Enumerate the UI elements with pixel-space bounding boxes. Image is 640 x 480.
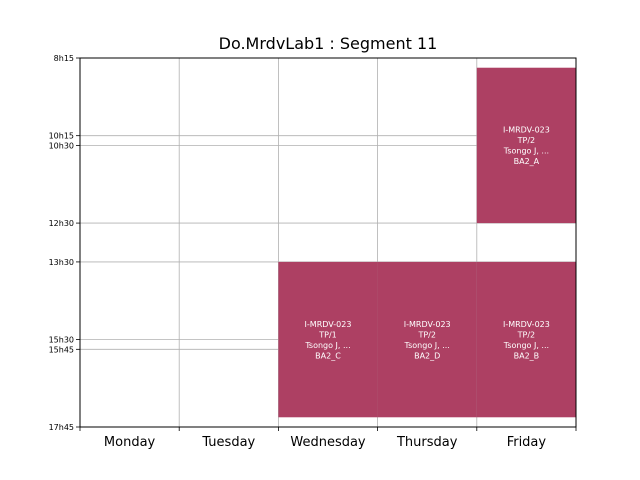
x-tick-label: Monday [104, 435, 156, 450]
y-tick-label: 15h30 [49, 336, 74, 345]
event-rect [476, 261, 576, 418]
event-label: BA2_A [514, 157, 540, 166]
event-label: I-MRDV-023 [503, 126, 550, 135]
y-tick-label: 10h30 [49, 141, 74, 150]
x-tick-label: Tuesday [201, 435, 255, 450]
event-label: Tsongo J, ... [503, 341, 549, 350]
event-rect [476, 67, 576, 224]
event-label: BA2_B [514, 351, 540, 360]
event-rect [377, 261, 477, 418]
event-label: BA2_D [414, 351, 440, 360]
event-label: I-MRDV-023 [503, 320, 550, 329]
event-label: Tsongo J, ... [304, 341, 350, 350]
event-label: BA2_C [315, 351, 341, 360]
event-rect [278, 261, 378, 418]
y-tick-label: 12h30 [49, 219, 74, 228]
x-tick-label: Wednesday [290, 435, 366, 450]
x-tick-label: Thursday [396, 435, 458, 450]
y-tick-label: 17h45 [49, 423, 74, 432]
x-tick-label: Friday [507, 435, 547, 450]
event-label: TP/2 [517, 136, 536, 145]
y-tick-label: 13h30 [49, 258, 74, 267]
event-label: Tsongo J, ... [404, 341, 450, 350]
x-axis: Monday Tuesday Wednesday Thursday Friday [79, 427, 577, 450]
event-label: I-MRDV-023 [305, 320, 352, 329]
event-label: I-MRDV-023 [404, 320, 451, 329]
event-label: TP/1 [318, 330, 337, 339]
chart-title: Do.MrdvLab1 : Segment 11 [219, 34, 438, 53]
event-label: TP/2 [517, 330, 536, 339]
y-tick-label: 8h15 [54, 54, 74, 63]
plot-frame [79, 57, 577, 428]
y-tick-label: 10h15 [49, 132, 74, 141]
event-label: TP/2 [417, 330, 436, 339]
event-label: Tsongo J, ... [503, 147, 549, 156]
y-tick-label: 15h45 [49, 345, 74, 354]
